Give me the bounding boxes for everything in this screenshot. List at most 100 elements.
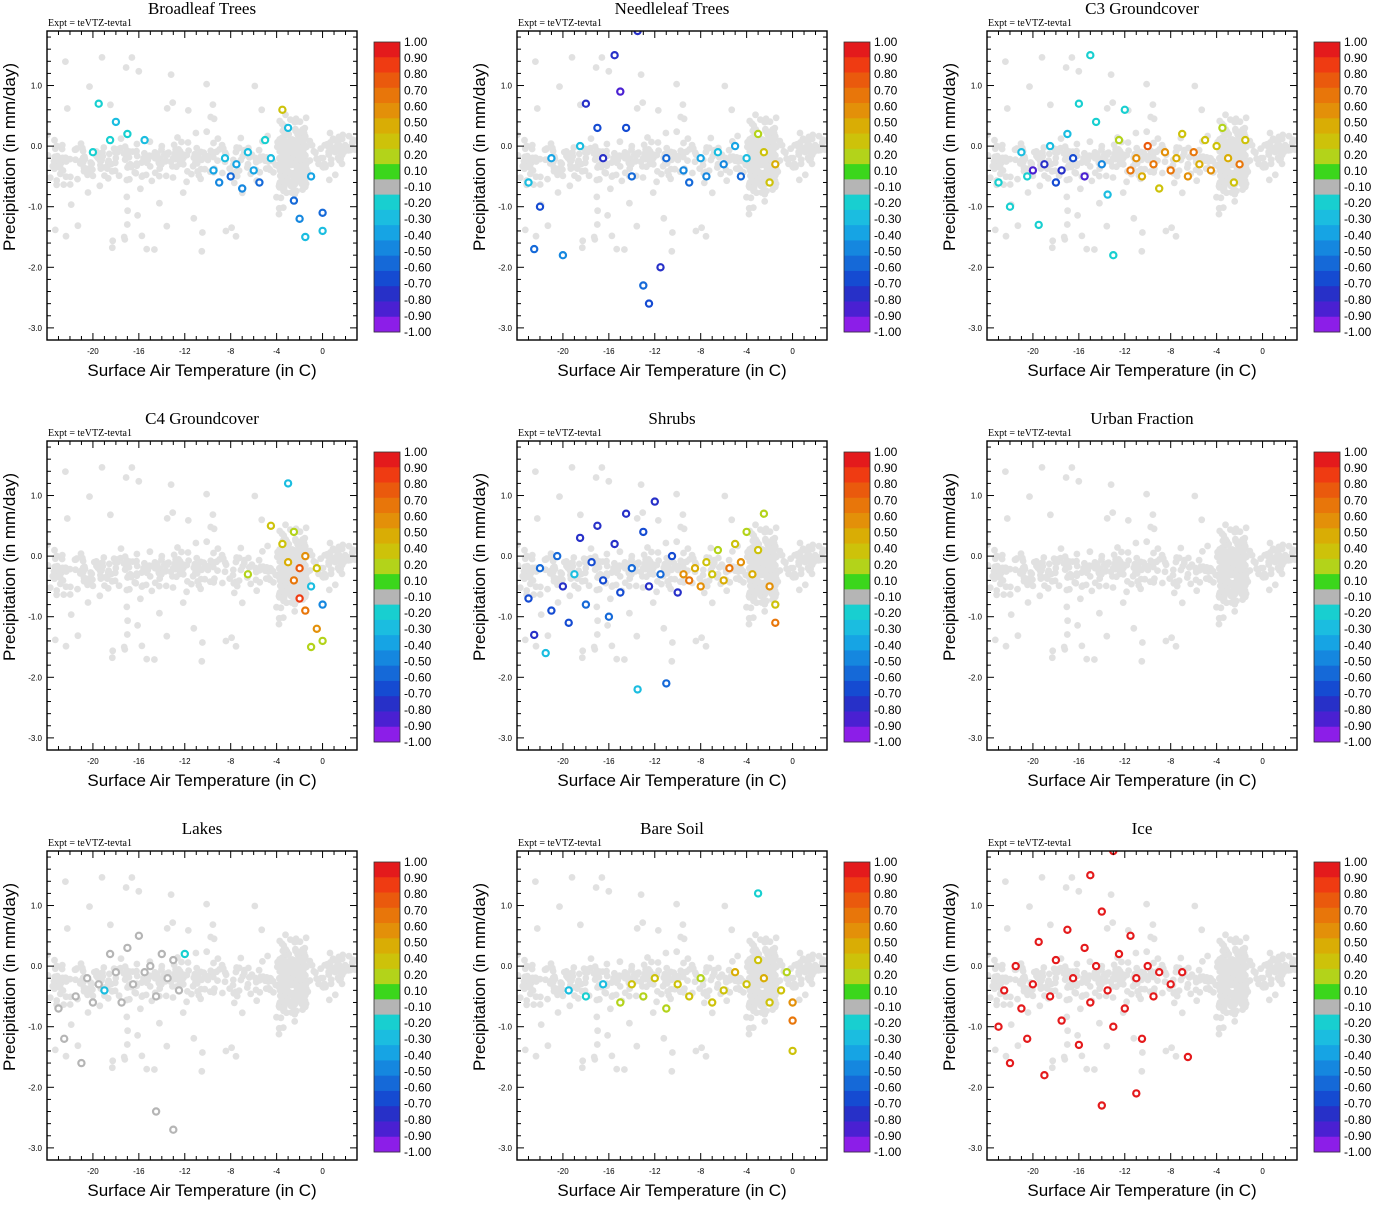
background-point xyxy=(716,564,723,571)
data-point xyxy=(302,234,308,240)
background-point xyxy=(326,587,333,594)
data-point xyxy=(1208,167,1214,173)
data-point xyxy=(1162,149,1168,155)
background-point xyxy=(54,563,61,570)
background-point xyxy=(193,130,200,137)
background-point xyxy=(746,211,753,218)
background-point xyxy=(1159,142,1166,149)
background-point xyxy=(734,133,741,140)
data-point xyxy=(1139,173,1145,179)
background-point xyxy=(770,590,777,597)
colorbar-label: 1.00 xyxy=(404,445,428,459)
background-point xyxy=(203,81,210,88)
background-point xyxy=(1133,540,1140,547)
colorbar-swatch xyxy=(1314,118,1340,134)
background-point xyxy=(100,554,107,561)
background-point xyxy=(633,583,640,590)
background-point xyxy=(790,155,797,162)
panel-title: Needleleaf Trees xyxy=(615,0,730,18)
background-point xyxy=(99,54,106,61)
background-point xyxy=(746,615,753,622)
data-point xyxy=(320,602,326,608)
background-point xyxy=(1234,528,1241,535)
colorbar-swatch xyxy=(1314,103,1340,119)
background-point xyxy=(62,154,69,161)
data-point xyxy=(589,559,595,565)
scatter-points xyxy=(514,28,830,307)
background-point xyxy=(1228,170,1235,177)
background-point xyxy=(1088,178,1095,185)
data-point xyxy=(262,137,268,143)
y-tick-label: 1.0 xyxy=(31,492,43,501)
background-point xyxy=(1159,580,1166,587)
y-axis-label: Precipitation (in mm/day) xyxy=(940,473,959,661)
background-point xyxy=(131,579,138,586)
data-point xyxy=(1219,125,1225,131)
background-point xyxy=(991,165,998,172)
background-point xyxy=(577,511,584,518)
background-point xyxy=(655,107,662,114)
colorbar-label: -0.40 xyxy=(1344,228,1372,242)
background-point xyxy=(1139,229,1146,236)
background-point xyxy=(802,581,809,588)
background-point xyxy=(721,83,728,90)
background-point xyxy=(640,174,647,181)
background-point xyxy=(327,130,334,137)
background-point xyxy=(638,569,645,576)
colorbar-swatch xyxy=(1314,57,1340,73)
colorbar-label: 1.00 xyxy=(404,35,428,49)
background-point xyxy=(1162,568,1169,575)
data-point xyxy=(1059,167,1065,173)
y-tick-label: -2.0 xyxy=(498,263,512,272)
background-point xyxy=(707,545,714,552)
colorbar-swatch xyxy=(844,301,870,317)
background-point xyxy=(555,599,562,606)
background-point xyxy=(62,58,69,65)
background-point xyxy=(213,558,220,565)
background-point xyxy=(80,148,87,155)
background-point xyxy=(626,200,633,207)
background-point xyxy=(201,576,208,583)
data-point xyxy=(1105,192,1111,198)
background-point xyxy=(639,99,646,106)
background-point xyxy=(607,185,614,192)
background-point xyxy=(728,106,735,113)
background-point xyxy=(1079,583,1086,590)
colorbar-label: -0.20 xyxy=(404,606,432,620)
background-point xyxy=(1088,588,1095,595)
background-point xyxy=(168,71,175,78)
background-point xyxy=(1015,222,1022,229)
background-point xyxy=(1222,521,1229,528)
background-point xyxy=(1014,176,1021,183)
background-point xyxy=(596,176,603,183)
background-point xyxy=(151,656,158,663)
data-point xyxy=(560,583,566,589)
background-point xyxy=(133,160,140,167)
colorbar-swatch xyxy=(844,544,870,560)
colorbar-swatch xyxy=(844,42,870,58)
colorbar-label: -0.90 xyxy=(874,309,902,323)
background-point xyxy=(1268,143,1275,150)
background-point xyxy=(1062,156,1069,163)
background-point xyxy=(326,177,333,184)
background-point xyxy=(54,153,61,160)
background-point xyxy=(558,571,565,578)
expt-label: Expt = teVTZ-tevta1 xyxy=(518,428,602,439)
data-point xyxy=(698,155,704,161)
y-axis-label: Precipitation (in mm/day) xyxy=(0,473,19,661)
background-point xyxy=(1154,567,1161,574)
data-point xyxy=(308,583,314,589)
background-point xyxy=(723,177,730,184)
data-point xyxy=(1127,167,1133,173)
background-point xyxy=(1150,101,1157,108)
background-point xyxy=(223,638,230,645)
data-point xyxy=(606,614,612,620)
background-point xyxy=(1235,144,1242,151)
background-point xyxy=(163,583,170,590)
background-point xyxy=(332,171,339,178)
data-point xyxy=(600,155,606,161)
background-point xyxy=(667,585,674,592)
data-point xyxy=(715,149,721,155)
data-point xyxy=(686,179,692,185)
colorbar-swatch xyxy=(1314,164,1340,180)
